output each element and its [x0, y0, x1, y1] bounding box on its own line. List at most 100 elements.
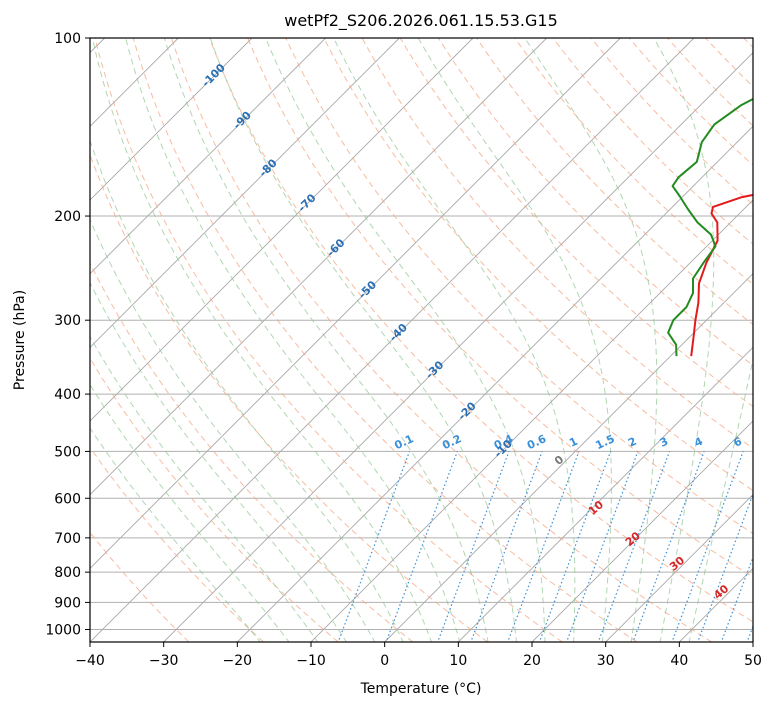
mixing-ratio-label: 4 — [692, 435, 705, 450]
isotherm-label: -30 — [423, 358, 446, 381]
isotherm-label: -90 — [231, 109, 254, 132]
y-axis-label: Pressure (hPa) — [12, 290, 28, 390]
isotherm-label: -100 — [199, 61, 228, 90]
dry-adiabat — [90, 153, 488, 642]
moist-adiabat — [90, 218, 376, 642]
mixing-ratio-line — [597, 451, 671, 642]
mixing-ratio-line — [538, 451, 612, 642]
dry-adiabat — [94, 38, 563, 642]
dry-adiabat — [90, 531, 190, 642]
mixing-ratio-line — [385, 451, 458, 642]
moist-adiabat — [417, 38, 612, 642]
isotherm-line — [90, 38, 621, 569]
moist-adiabat — [163, 38, 489, 642]
moist-adiabat-label: 10 — [586, 498, 606, 518]
isotherm-line — [605, 494, 753, 642]
moist-adiabat-label: 0 — [552, 453, 566, 468]
mixing-ratio-label: 0.1 — [392, 432, 415, 452]
dry-adiabat — [552, 38, 753, 245]
y-tick-label: 600 — [54, 491, 81, 507]
mixing-ratio-label: 2 — [626, 435, 638, 450]
dry-adiabat — [90, 357, 339, 642]
y-tick-label: 100 — [54, 31, 81, 47]
dry-adiabat — [132, 38, 638, 642]
isotherm-label: -80 — [257, 156, 280, 179]
x-tick-label: 10 — [449, 653, 467, 669]
isotherm-line — [90, 38, 695, 642]
mixing-ratio-lines — [337, 451, 775, 662]
moist-adiabat — [90, 427, 261, 642]
moist-adiabats — [90, 38, 753, 642]
isotherm-line — [310, 199, 753, 642]
mixing-ratio-label: 1 — [567, 435, 579, 450]
temperature-profile-line — [690, 193, 753, 357]
sounding-series — [667, 97, 753, 357]
dry-adiabat — [743, 38, 753, 49]
x-tick-label: 40 — [670, 653, 688, 669]
mixing-ratio-line — [565, 451, 639, 642]
moist-adiabat — [90, 383, 290, 642]
isotherm-line — [237, 125, 753, 642]
isotherm-label: -40 — [387, 321, 410, 344]
dry-adiabat — [170, 38, 712, 642]
dry-adiabat — [514, 38, 753, 285]
x-tick-label: 50 — [744, 653, 762, 669]
isotherm-label: -20 — [456, 399, 479, 422]
mixing-ratio-label: 8 — [757, 435, 769, 450]
mixing-ratio-line — [671, 451, 744, 642]
isotherm-label: -60 — [324, 236, 347, 259]
moist-adiabat-label: 40 — [711, 582, 731, 602]
mixing-ratio-line — [632, 451, 705, 642]
moist-adiabat-label: 30 — [667, 554, 687, 574]
moist-adiabat — [91, 38, 432, 642]
x-axis-label: Temperature (°C) — [360, 681, 482, 697]
plot-frame — [89, 37, 754, 643]
y-tick-label: 700 — [54, 531, 81, 547]
x-axis-ticks: −40 −30 −20 −10 0 10 20 30 40 50 — [75, 642, 762, 669]
isotherm-line — [458, 346, 753, 642]
dry-adiabat — [323, 38, 753, 492]
y-tick-label: 300 — [54, 313, 81, 329]
moist-adiabat — [653, 38, 715, 642]
y-tick-label: 1000 — [45, 622, 81, 638]
mixing-ratio-line — [470, 451, 543, 642]
mixing-ratio-line — [697, 492, 753, 642]
isotherm-line — [90, 38, 474, 422]
y-tick-label: 800 — [54, 565, 81, 581]
dry-adiabat — [437, 38, 753, 366]
moist-adiabat — [125, 38, 461, 642]
x-tick-label: −20 — [223, 653, 253, 669]
isotherm-line — [90, 38, 326, 275]
moist-adiabat — [688, 356, 753, 642]
dry-adiabat — [590, 38, 753, 206]
dry-adiabat — [476, 38, 753, 326]
x-tick-label: 0 — [380, 653, 389, 669]
mixing-ratio-line — [507, 451, 580, 642]
dry-adiabat — [705, 38, 753, 88]
y-axis-ticks: 100 200 300 400 500 600 700 800 900 1000 — [45, 31, 90, 638]
isotherm-line — [90, 38, 400, 348]
y-tick-label: 900 — [54, 595, 81, 611]
moist-adiabat — [333, 38, 576, 642]
moist-adiabat — [90, 139, 404, 642]
skewed-isotherms — [90, 38, 753, 642]
mixing-ratio-line — [337, 451, 411, 642]
y-tick-label: 500 — [54, 444, 81, 460]
x-tick-label: −10 — [296, 653, 326, 669]
pressure-gridlines — [90, 38, 753, 630]
mixing-ratio-line — [437, 451, 510, 642]
mixing-ratio-label: 0.6 — [525, 432, 548, 452]
isotherm-line — [752, 641, 753, 642]
isotherm-line — [90, 38, 253, 201]
x-tick-label: 20 — [523, 653, 541, 669]
dry-adiabat — [667, 38, 753, 127]
mixing-ratio-line — [764, 451, 775, 662]
mixing-ratio-line — [720, 555, 753, 642]
dry-adiabat — [90, 261, 414, 642]
plot-area: 0.10.20.40.611.52346810131620253036-100-… — [90, 38, 775, 662]
dry-adiabat — [285, 38, 753, 535]
x-tick-label: 30 — [597, 653, 615, 669]
moist-adiabat-label: 20 — [623, 529, 643, 549]
